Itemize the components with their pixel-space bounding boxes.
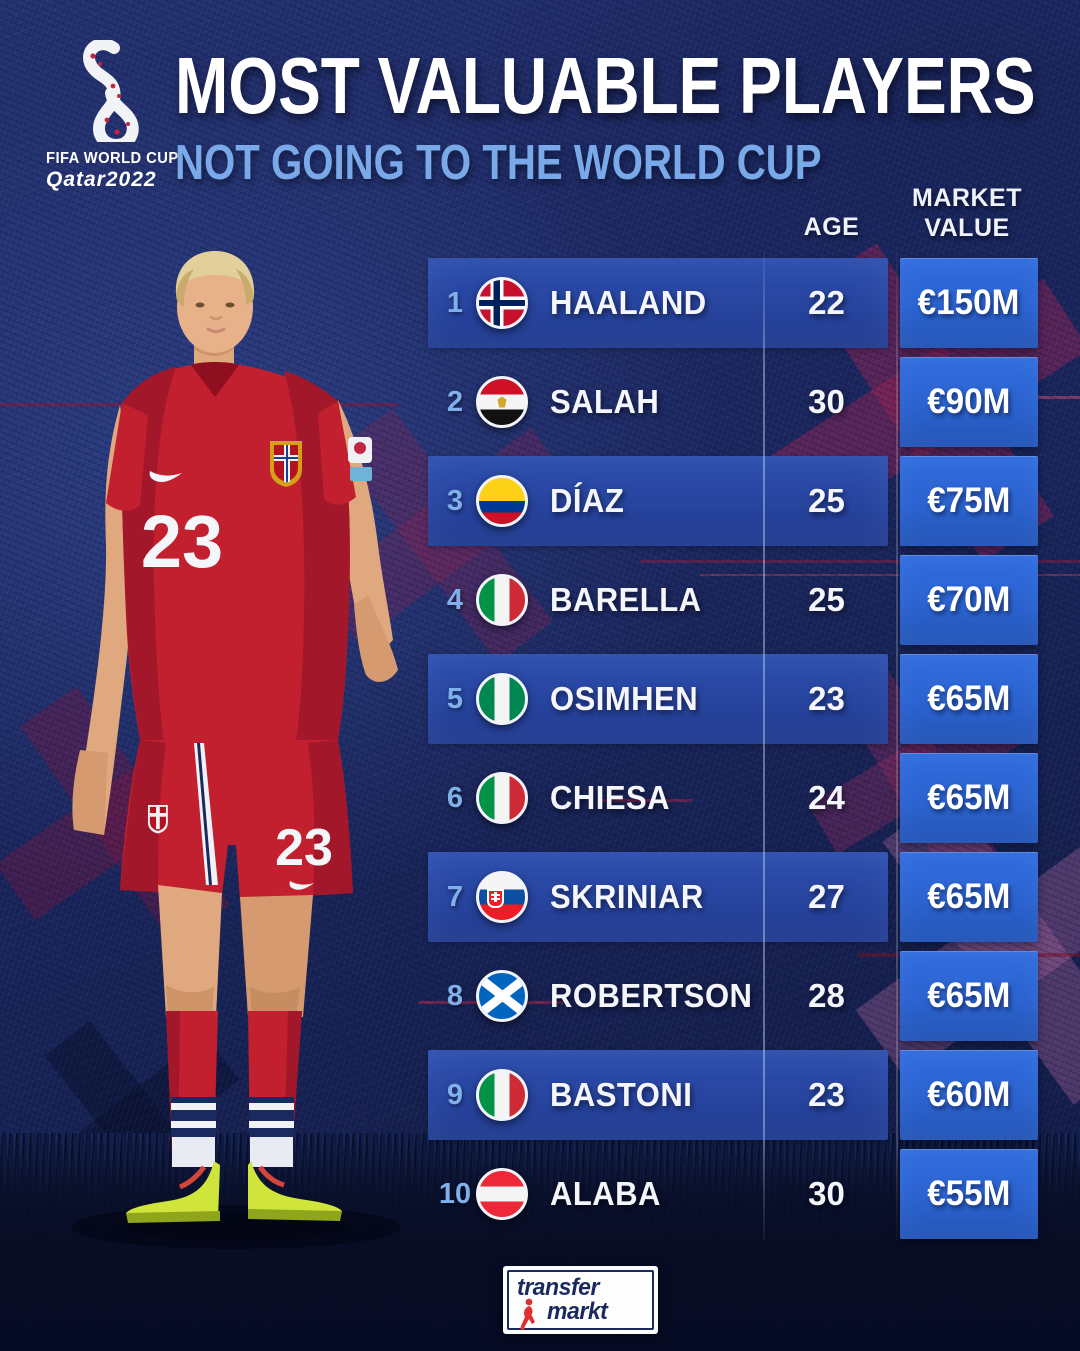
- age-value: 28: [808, 977, 845, 1014]
- market-value-cell: €65M: [900, 852, 1038, 942]
- market-value-cell: €75M: [900, 456, 1038, 546]
- rank-label: 6: [446, 781, 464, 814]
- player-name: BARELLA: [550, 581, 702, 618]
- rank-label: 9: [446, 1078, 464, 1111]
- player-name: ALABA: [550, 1175, 661, 1212]
- market-value: €65M: [927, 778, 1011, 817]
- player-photo-haaland: 23 23: [71, 251, 401, 1249]
- table-row: 8 ROBERTSON 28 €65M: [428, 951, 1038, 1041]
- table-row: 7 SKRINIAR 27 €65M: [428, 852, 1038, 942]
- row-panel: 7 SKRINIAR 27: [428, 852, 888, 942]
- market-value-cell: €55M: [900, 1149, 1038, 1239]
- age-value: 30: [808, 383, 845, 420]
- page-title: MOST VALUABLE PLAYERS: [175, 41, 1036, 130]
- table-row: 2 SALAH 30 €90M: [428, 357, 1038, 447]
- fifa-world-cup-logo: FIFA WORLD CUP Qatar2022: [46, 40, 179, 192]
- transfermarkt-wordmark-line1: transfer: [517, 1274, 599, 1302]
- market-value-cell: €70M: [900, 555, 1038, 645]
- row-panel: 10 ALABA 30: [428, 1149, 888, 1239]
- row-panel: 3 DÍAZ 25: [428, 456, 888, 546]
- rank-label: 7: [446, 880, 464, 913]
- rank-label: 5: [446, 682, 464, 715]
- market-value: €65M: [927, 877, 1011, 916]
- age-value: 24: [808, 779, 845, 816]
- player-name: CHIESA: [550, 779, 671, 816]
- rank-label: 4: [446, 583, 464, 616]
- flag-scotland-icon: [476, 970, 528, 1022]
- column-header-market-value: MARKET VALUE: [912, 184, 1022, 242]
- flag-italy-icon: [476, 772, 528, 824]
- age-value: 25: [808, 482, 845, 519]
- row-panel: 2 SALAH 30: [428, 357, 888, 447]
- player-name: SKRINIAR: [550, 878, 704, 915]
- rank-label: 3: [446, 484, 464, 517]
- table-row: 9 BASTONI 23 €60M: [428, 1050, 1038, 1140]
- table-row: 10 ALABA 30 €55M: [428, 1149, 1038, 1239]
- player-name: DÍAZ: [550, 482, 625, 519]
- column-header-age: AGE: [803, 213, 860, 241]
- rank-label: 10: [438, 1177, 472, 1210]
- market-value: €150M: [918, 283, 1020, 322]
- market-value: €60M: [927, 1075, 1011, 1114]
- player-name: SALAH: [550, 383, 660, 420]
- rank-label: 8: [446, 979, 464, 1012]
- market-value: €90M: [927, 382, 1011, 421]
- flag-italy-icon: [476, 1069, 528, 1121]
- table-row: 3 DÍAZ 25 €75M: [428, 456, 1038, 546]
- player-name: BASTONI: [550, 1076, 693, 1113]
- player-name: ROBERTSON: [550, 977, 753, 1014]
- market-value-cell: €65M: [900, 951, 1038, 1041]
- age-value: 25: [808, 581, 845, 618]
- player-name: HAALAND: [550, 284, 707, 321]
- svg-text:23: 23: [275, 819, 333, 877]
- flag-nigeria-icon: [476, 673, 528, 725]
- flag-egypt-icon: [476, 376, 528, 428]
- row-panel: 6 CHIESA 24: [428, 753, 888, 843]
- qatar-2022-emblem-icon: [83, 40, 139, 142]
- market-value-cell: €150M: [900, 258, 1038, 348]
- flag-italy-icon: [476, 574, 528, 626]
- table-row: 6 CHIESA 24 €65M: [428, 753, 1038, 843]
- transfermarkt-logo: transfer markt: [503, 1266, 658, 1334]
- rank-label: 2: [446, 385, 464, 418]
- qatar-2022-wordmark: Qatar2022: [46, 168, 157, 191]
- age-value: 30: [808, 1175, 845, 1212]
- market-value: €75M: [927, 481, 1011, 520]
- transfermarkt-wordmark-line2: markt: [547, 1298, 608, 1325]
- flag-colombia-icon: [476, 475, 528, 527]
- age-value: 23: [808, 1076, 845, 1113]
- flag-austria-icon: [476, 1168, 528, 1220]
- market-value-cell: €65M: [900, 654, 1038, 744]
- market-value: €70M: [927, 580, 1011, 619]
- row-panel: 4 BARELLA 25: [428, 555, 888, 645]
- row-panel: 5 OSIMHEN 23: [428, 654, 888, 744]
- flag-norway-icon: [476, 277, 528, 329]
- market-value-cell: €90M: [900, 357, 1038, 447]
- page-subtitle: NOT GOING TO THE WORLD CUP: [175, 136, 822, 190]
- table-row: 4 BARELLA 25 €70M: [428, 555, 1038, 645]
- table-row: 5 OSIMHEN 23 €65M: [428, 654, 1038, 744]
- market-value-cell: €60M: [900, 1050, 1038, 1140]
- table-row: 1 HAALAND 22 €150M: [428, 258, 1038, 348]
- player-name: OSIMHEN: [550, 680, 699, 717]
- age-value: 27: [808, 878, 845, 915]
- row-panel: 1 HAALAND 22: [428, 258, 888, 348]
- age-value: 22: [808, 284, 845, 321]
- svg-text:23: 23: [141, 500, 223, 583]
- market-value-cell: €65M: [900, 753, 1038, 843]
- row-panel: 8 ROBERTSON 28: [428, 951, 888, 1041]
- market-value: €65M: [927, 679, 1011, 718]
- age-value: 23: [808, 680, 845, 717]
- flag-slovakia-icon: [476, 871, 528, 923]
- player-table: 1 HAALAND 22 €150M 2 SALAH 30 €90M 3 DÍA…: [428, 258, 1038, 1248]
- row-panel: 9 BASTONI 23: [428, 1050, 888, 1140]
- rank-label: 1: [446, 286, 464, 319]
- footballer-icon: [520, 1298, 535, 1330]
- fifa-world-cup-wordmark: FIFA WORLD CUP: [46, 150, 179, 167]
- market-value: €55M: [927, 1174, 1011, 1213]
- market-value: €65M: [927, 976, 1011, 1015]
